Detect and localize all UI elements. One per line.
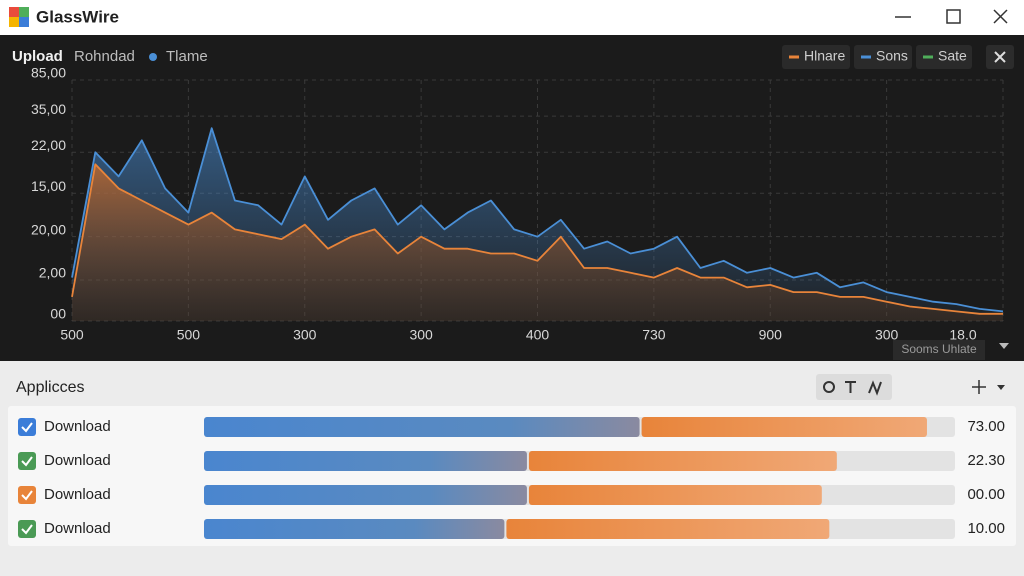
x-tick-label: 900 <box>759 327 783 343</box>
download-bar <box>528 485 822 505</box>
x-tick-label: 730 <box>642 327 666 343</box>
tab-icon <box>149 53 157 61</box>
maximize-button[interactable] <box>946 9 961 24</box>
checkbox[interactable] <box>18 520 36 538</box>
app-icon <box>9 7 29 27</box>
legend: Hlnare Sons Sate <box>782 45 972 69</box>
legend-item[interactable] <box>782 45 850 69</box>
footnote: Sooms Uhlate <box>901 342 977 356</box>
y-tick-label: 85,00 <box>31 65 66 81</box>
upload-bar <box>204 485 527 505</box>
add-button[interactable] <box>972 380 986 394</box>
download-bar <box>641 417 927 437</box>
settings-icon[interactable] <box>823 381 835 393</box>
download-bar <box>506 519 830 539</box>
checkmark <box>21 524 33 535</box>
x-tick-label: 400 <box>526 327 550 343</box>
y-tick-label: 22,00 <box>31 137 66 153</box>
apps-list <box>8 406 1016 546</box>
row-value: 22.30 <box>967 452 1005 469</box>
apps-toolbar <box>816 374 892 400</box>
x-tick-label: 500 <box>60 327 84 343</box>
plot-area: 00 2,00 20,00 15,00 22,00 35,00 85,00 500 500 300… <box>31 65 1004 343</box>
legend-label: Sons <box>876 48 908 64</box>
window-title: GlassWire <box>36 7 119 26</box>
legend-label: Hlnare <box>804 48 845 64</box>
dropdown-icon[interactable] <box>999 343 1009 349</box>
row-value: 73.00 <box>967 418 1005 435</box>
series-line <box>71 127 1004 313</box>
tab[interactable]: Tlame <box>166 48 208 65</box>
y-tick-label: 00 <box>50 306 66 322</box>
checkmark <box>21 490 33 501</box>
y-tick-label: 20,00 <box>31 221 66 237</box>
text-icon[interactable] <box>845 381 856 393</box>
y-tick-label: 35,00 <box>31 101 66 117</box>
row-label: Download <box>44 452 111 469</box>
legend-label: Sate <box>938 48 967 64</box>
x-tick-label: 300 <box>293 327 317 343</box>
close-icon <box>994 51 1006 63</box>
y-tick-label: 2,00 <box>39 265 66 281</box>
x-tick-label: 300 <box>875 327 899 343</box>
row-value: 00.00 <box>967 486 1005 503</box>
row-label: Download <box>44 520 111 537</box>
title-bar <box>0 0 1024 35</box>
row-label: Download <box>44 418 111 435</box>
x-tick-label: 300 <box>409 327 433 343</box>
checkbox[interactable] <box>18 418 36 436</box>
tab[interactable]: Rohndad <box>74 48 135 65</box>
row-label: Download <box>44 486 111 503</box>
row-value: 10.00 <box>967 520 1005 537</box>
checkbox[interactable] <box>18 486 36 504</box>
x-tick-label: 500 <box>177 327 201 343</box>
tab[interactable]: Upload <box>12 48 63 65</box>
series-area <box>72 164 1003 321</box>
series-line <box>71 163 1003 315</box>
menu-button[interactable] <box>997 385 1005 390</box>
legend-item[interactable] <box>854 45 912 69</box>
footnote-box <box>893 340 985 360</box>
legend-item[interactable] <box>916 45 972 69</box>
y-tick-label: 15,00 <box>31 178 66 194</box>
download-bar <box>528 451 837 471</box>
apps-rows: Download 73.00 Download 22.30 Download 00.00 D… <box>18 417 1005 539</box>
checkmark <box>21 422 33 433</box>
upload-bar <box>204 519 505 539</box>
upload-bar <box>204 451 527 471</box>
apps-title: Applicces <box>16 379 84 396</box>
checkbox[interactable] <box>18 452 36 470</box>
upload-bar <box>204 417 640 437</box>
close-button[interactable] <box>993 9 1008 24</box>
chart-icon[interactable] <box>868 380 882 396</box>
x-tick-label: 18.0 <box>949 327 976 343</box>
checkmark <box>21 456 33 467</box>
